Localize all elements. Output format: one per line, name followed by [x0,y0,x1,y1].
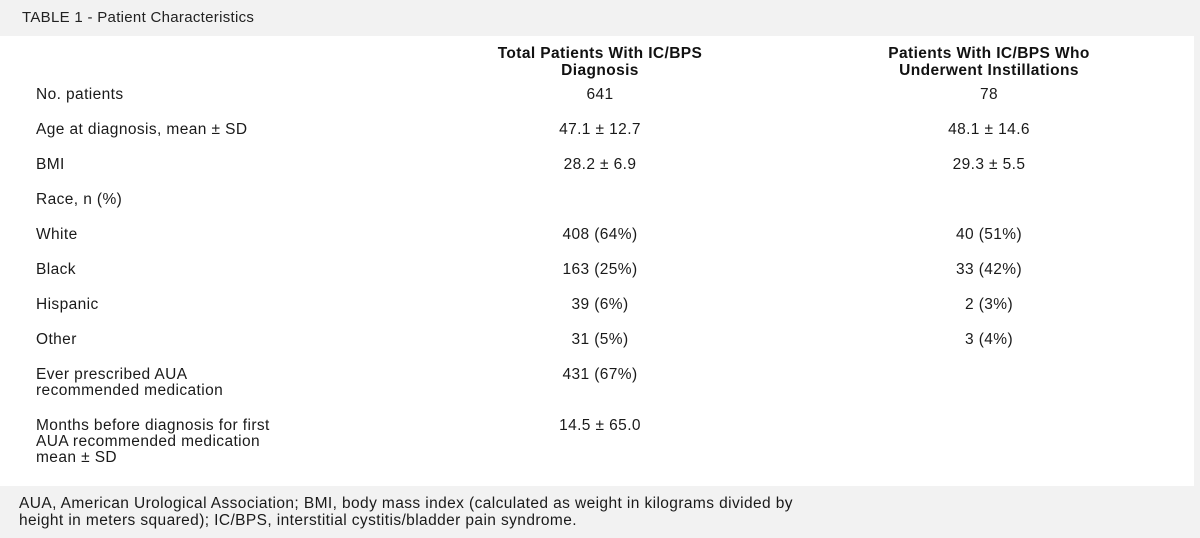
row-label: Hispanic [36,296,99,313]
column-header-instillation-patients: Patients With IC/BPS Who Underwent Insti… [888,45,1090,79]
cell-total: 14.5 ± 65.0 [559,417,641,434]
table-title-bar: TABLE 1 - Patient Characteristics [0,0,1200,36]
column-header-total-patients: Total Patients With IC/BPS Diagnosis [497,45,703,79]
cell-total: 431 (67%) [562,366,638,383]
cell-total: 408 (64%) [562,226,638,243]
cell-instillations: 3 (4%) [964,331,1014,348]
row-label: Ever prescribed AUA recommended medicati… [36,366,224,399]
cell-instillations: 48.1 ± 14.6 [948,121,1030,138]
row-label: Other [36,331,77,348]
row-label: BMI [36,156,65,173]
table-title: TABLE 1 - Patient Characteristics [22,9,255,26]
row-label: White [36,226,78,243]
row-label: Months before diagnosis for first AUA re… [36,417,270,466]
cell-total: 28.2 ± 6.9 [563,156,637,173]
cell-total: 163 (25%) [562,261,638,278]
cell-total: 39 (6%) [571,296,629,313]
footnote-divider [0,478,1200,486]
table-footnote: AUA, American Urological Association; BM… [19,495,793,529]
row-label: Race, n (%) [36,191,123,208]
cell-total: 641 [586,86,614,103]
row-label: Black [36,261,76,278]
row-label: No. patients [36,86,124,103]
cell-total: 31 (5%) [571,331,629,348]
cell-instillations: 29.3 ± 5.5 [952,156,1026,173]
row-label: Age at diagnosis, mean ± SD [36,121,248,138]
cell-instillations: 40 (51%) [955,226,1023,243]
right-border [1194,0,1200,538]
cell-total: 47.1 ± 12.7 [559,121,641,138]
table-footnote-bar: AUA, American Urological Association; BM… [0,478,1200,538]
cell-instillations: 78 [979,86,999,103]
cell-instillations: 2 (3%) [964,296,1014,313]
cell-instillations: 33 (42%) [955,261,1023,278]
